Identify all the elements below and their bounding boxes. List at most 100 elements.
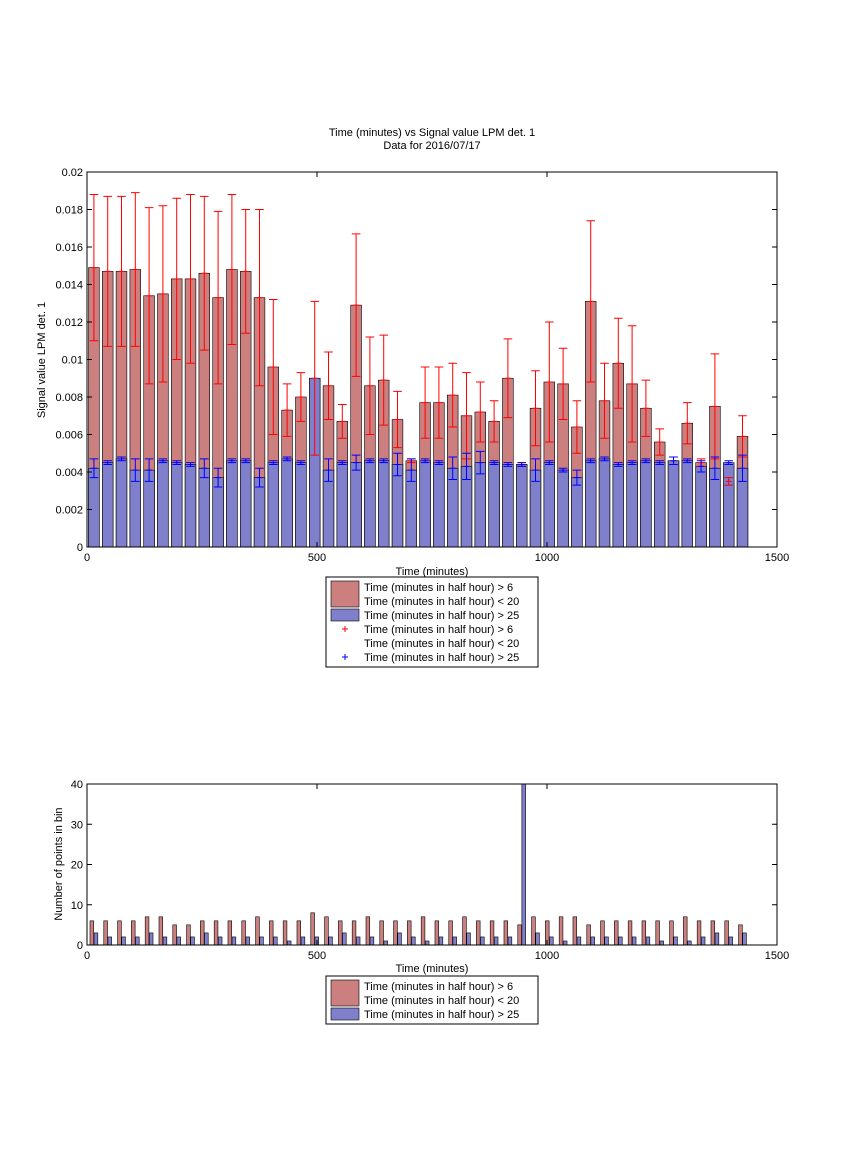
x-tick-label: 1500 bbox=[765, 950, 789, 962]
bar-red bbox=[517, 924, 522, 946]
bar-red bbox=[324, 916, 329, 946]
bar-blue bbox=[295, 462, 307, 548]
bar-blue bbox=[378, 460, 390, 548]
bar-blue bbox=[231, 936, 237, 946]
bar-red bbox=[572, 916, 578, 946]
bar-blue bbox=[571, 477, 583, 548]
bar-blue bbox=[300, 936, 306, 946]
legend-label: Time (minutes in half hour) > 25 bbox=[364, 1009, 519, 1021]
bar-blue bbox=[190, 936, 195, 946]
bar-blue bbox=[493, 936, 499, 946]
bar-blue bbox=[466, 932, 471, 946]
legend-box bbox=[325, 975, 539, 1025]
legend-label: Time (minutes in half hour) > 6 Time (min… bbox=[364, 624, 519, 650]
bar-red bbox=[227, 920, 233, 946]
bar-blue bbox=[198, 467, 210, 548]
bar-blue bbox=[93, 932, 99, 946]
bar-blue bbox=[88, 467, 100, 548]
y-tick-label: 0.014 bbox=[55, 280, 83, 292]
bar-blue bbox=[598, 458, 611, 548]
bar-blue bbox=[507, 936, 513, 946]
x-axis-label: Time (minutes) bbox=[396, 566, 469, 578]
bar-blue bbox=[226, 460, 238, 548]
legend-swatch bbox=[330, 580, 360, 608]
bar-red bbox=[351, 920, 357, 946]
bar-blue bbox=[687, 940, 692, 946]
bar-blue bbox=[411, 936, 416, 946]
y-tick-label: 0.016 bbox=[55, 242, 83, 254]
bar-red bbox=[269, 920, 274, 946]
bar-blue bbox=[369, 936, 375, 946]
bar-blue bbox=[654, 462, 666, 548]
x-tick-label: 1000 bbox=[535, 950, 559, 962]
bar-blue bbox=[645, 936, 651, 946]
bar-blue bbox=[562, 940, 568, 946]
bar-blue bbox=[204, 932, 209, 946]
bar-blue bbox=[424, 940, 430, 946]
bar-blue bbox=[723, 462, 735, 548]
bar-blue bbox=[709, 467, 721, 548]
bar-blue bbox=[391, 464, 404, 548]
bar-red bbox=[696, 920, 702, 946]
bar-blue bbox=[714, 932, 720, 946]
bar-blue bbox=[383, 940, 388, 946]
x-tick-label: 500 bbox=[308, 552, 326, 564]
bar-blue bbox=[286, 940, 292, 946]
bar-blue bbox=[543, 462, 555, 548]
bar-blue bbox=[171, 462, 183, 548]
bar-blue bbox=[626, 462, 638, 548]
y-tick-label: 0 bbox=[77, 542, 83, 554]
bar-red bbox=[558, 916, 564, 946]
bar-red bbox=[310, 912, 315, 946]
bar-red bbox=[338, 920, 343, 946]
bar-blue bbox=[115, 458, 128, 548]
legend-swatch bbox=[330, 979, 360, 1007]
bar-red bbox=[586, 924, 591, 946]
bar-red bbox=[531, 916, 536, 946]
bar-red bbox=[641, 920, 647, 946]
bar-blue bbox=[521, 783, 526, 946]
bar-red bbox=[393, 920, 398, 946]
x-axis-label: Time (minutes) bbox=[396, 963, 469, 975]
bar-red bbox=[738, 924, 743, 946]
y-tick-label: 0.008 bbox=[55, 392, 83, 404]
bar-blue bbox=[659, 940, 664, 946]
bar-blue bbox=[245, 936, 250, 946]
bar-blue bbox=[742, 932, 747, 946]
bar-red bbox=[117, 920, 122, 946]
x-tick-label: 1000 bbox=[535, 552, 559, 564]
bar-blue bbox=[474, 462, 486, 548]
bar-blue bbox=[364, 460, 376, 548]
bar-blue bbox=[328, 936, 333, 946]
bar-red bbox=[655, 920, 660, 946]
bar-blue bbox=[576, 936, 582, 946]
legend-label: Time (minutes in half hour) > 6 Time (min… bbox=[364, 981, 519, 1007]
bar-blue bbox=[667, 460, 680, 548]
bar-red bbox=[282, 920, 288, 946]
x-tick-label: 0 bbox=[84, 950, 90, 962]
x-tick-label: 500 bbox=[308, 950, 326, 962]
bar-red bbox=[407, 920, 412, 946]
bar-blue bbox=[253, 477, 266, 548]
bar-blue bbox=[681, 460, 693, 548]
bar-red bbox=[627, 920, 633, 946]
bar-red bbox=[158, 916, 164, 946]
bar-blue bbox=[212, 477, 224, 548]
y-tick-label: 20 bbox=[71, 860, 83, 872]
legend: Time (minutes in half hour) > 6 Time (min… bbox=[325, 975, 539, 1025]
y-tick-label: 0 bbox=[77, 940, 83, 952]
bar-blue bbox=[700, 936, 706, 946]
bar-blue bbox=[488, 462, 500, 548]
bar-red bbox=[241, 920, 246, 946]
bar-blue bbox=[604, 936, 609, 946]
bar-blue bbox=[217, 936, 223, 946]
y-tick-label: 0.002 bbox=[55, 505, 83, 517]
bar-blue bbox=[618, 936, 623, 946]
chart-subtitle: Data for 2016/07/17 bbox=[383, 140, 480, 152]
bar-blue bbox=[355, 936, 361, 946]
y-tick-label: 0.01 bbox=[62, 355, 83, 367]
bar-blue bbox=[631, 936, 637, 946]
bar-blue bbox=[176, 936, 181, 946]
bar-red bbox=[200, 920, 205, 946]
